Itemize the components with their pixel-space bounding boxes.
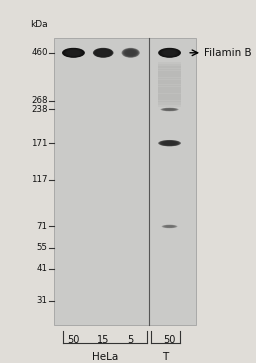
Ellipse shape bbox=[162, 141, 177, 146]
Bar bbox=[158, 94, 181, 100]
Text: T: T bbox=[162, 351, 168, 362]
Text: 171: 171 bbox=[31, 139, 48, 148]
Ellipse shape bbox=[67, 50, 80, 56]
Text: 55: 55 bbox=[37, 243, 48, 252]
Text: 41: 41 bbox=[37, 265, 48, 273]
Bar bbox=[158, 71, 181, 77]
Ellipse shape bbox=[163, 50, 176, 56]
Ellipse shape bbox=[122, 48, 139, 57]
Ellipse shape bbox=[94, 48, 113, 57]
Bar bbox=[158, 76, 181, 82]
Ellipse shape bbox=[123, 48, 138, 57]
Ellipse shape bbox=[124, 49, 137, 57]
Ellipse shape bbox=[160, 140, 179, 146]
Ellipse shape bbox=[163, 225, 177, 228]
Bar bbox=[158, 89, 181, 95]
Text: 31: 31 bbox=[37, 296, 48, 305]
Ellipse shape bbox=[66, 49, 81, 56]
Bar bbox=[158, 87, 181, 93]
Ellipse shape bbox=[159, 140, 179, 146]
Ellipse shape bbox=[63, 48, 84, 57]
Ellipse shape bbox=[65, 49, 82, 57]
Ellipse shape bbox=[162, 108, 177, 111]
Bar bbox=[158, 98, 181, 105]
Text: 117: 117 bbox=[31, 175, 48, 184]
Ellipse shape bbox=[94, 48, 112, 57]
Ellipse shape bbox=[159, 48, 179, 57]
Text: 50: 50 bbox=[163, 335, 176, 345]
Ellipse shape bbox=[158, 48, 181, 58]
Ellipse shape bbox=[122, 48, 140, 58]
Ellipse shape bbox=[62, 48, 85, 58]
Text: Filamin B: Filamin B bbox=[204, 48, 252, 58]
Text: kDa: kDa bbox=[30, 20, 48, 29]
Bar bbox=[158, 80, 181, 86]
Ellipse shape bbox=[125, 50, 136, 56]
Ellipse shape bbox=[161, 108, 178, 111]
Ellipse shape bbox=[162, 225, 178, 228]
Ellipse shape bbox=[93, 48, 113, 58]
Ellipse shape bbox=[162, 49, 177, 56]
Bar bbox=[158, 91, 181, 98]
Bar bbox=[158, 66, 181, 73]
Ellipse shape bbox=[162, 108, 177, 111]
Ellipse shape bbox=[98, 50, 109, 56]
Text: 460: 460 bbox=[31, 48, 48, 57]
Ellipse shape bbox=[159, 140, 180, 146]
Text: HeLa: HeLa bbox=[92, 351, 118, 362]
Text: 238: 238 bbox=[31, 105, 48, 114]
Text: 15: 15 bbox=[97, 335, 109, 345]
Text: 5: 5 bbox=[127, 335, 134, 345]
Bar bbox=[158, 78, 181, 84]
Bar bbox=[158, 64, 181, 70]
Ellipse shape bbox=[163, 141, 177, 145]
Ellipse shape bbox=[164, 225, 175, 228]
Ellipse shape bbox=[123, 49, 138, 57]
Ellipse shape bbox=[158, 140, 181, 146]
Ellipse shape bbox=[63, 48, 83, 57]
Ellipse shape bbox=[96, 49, 110, 56]
Ellipse shape bbox=[163, 225, 176, 228]
Bar bbox=[158, 85, 181, 91]
Ellipse shape bbox=[162, 225, 177, 228]
Ellipse shape bbox=[161, 141, 178, 146]
Bar bbox=[158, 62, 181, 68]
Ellipse shape bbox=[95, 49, 112, 57]
Ellipse shape bbox=[67, 50, 80, 56]
Bar bbox=[158, 82, 181, 89]
Ellipse shape bbox=[161, 49, 178, 57]
Ellipse shape bbox=[160, 49, 179, 57]
Ellipse shape bbox=[164, 225, 175, 228]
Text: 268: 268 bbox=[31, 96, 48, 105]
Bar bbox=[158, 73, 181, 79]
Ellipse shape bbox=[95, 49, 111, 57]
Text: 71: 71 bbox=[37, 222, 48, 231]
Ellipse shape bbox=[64, 49, 83, 57]
Ellipse shape bbox=[124, 49, 137, 56]
Ellipse shape bbox=[159, 48, 180, 57]
Bar bbox=[158, 69, 181, 75]
Ellipse shape bbox=[163, 50, 177, 56]
FancyBboxPatch shape bbox=[55, 38, 196, 325]
Bar bbox=[158, 101, 181, 107]
Ellipse shape bbox=[163, 108, 176, 111]
Ellipse shape bbox=[97, 50, 110, 56]
Ellipse shape bbox=[163, 108, 176, 111]
Ellipse shape bbox=[163, 141, 176, 145]
Ellipse shape bbox=[68, 50, 79, 56]
Ellipse shape bbox=[161, 108, 179, 111]
Bar bbox=[158, 96, 181, 102]
Text: 50: 50 bbox=[67, 335, 80, 345]
